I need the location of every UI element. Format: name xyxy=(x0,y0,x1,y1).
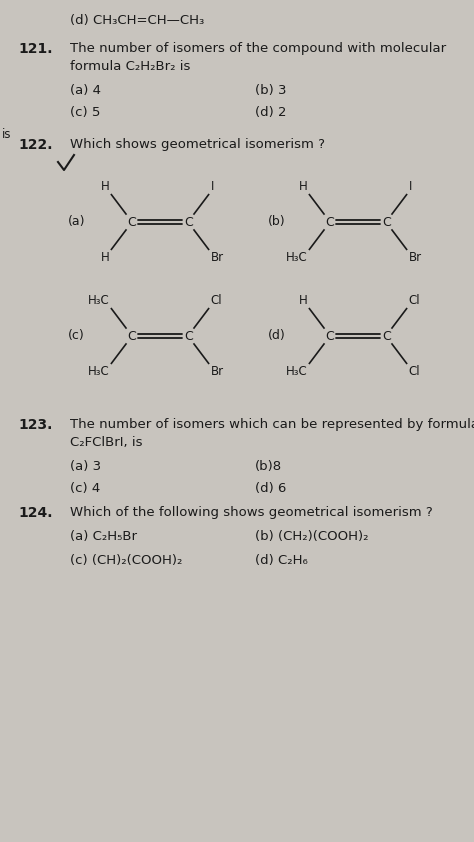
Text: (a): (a) xyxy=(68,216,85,228)
Text: (d): (d) xyxy=(268,329,286,343)
Text: C: C xyxy=(127,216,136,228)
Text: Br: Br xyxy=(409,252,422,264)
Text: (c): (c) xyxy=(68,329,85,343)
Text: (b) 3: (b) 3 xyxy=(255,84,286,97)
Text: (c) 4: (c) 4 xyxy=(70,482,100,495)
Text: (c) (CH)₂(COOH)₂: (c) (CH)₂(COOH)₂ xyxy=(70,554,182,567)
Text: Cl: Cl xyxy=(409,365,420,378)
Text: C: C xyxy=(325,216,334,228)
Text: Br: Br xyxy=(210,252,224,264)
Text: (c) 5: (c) 5 xyxy=(70,106,100,119)
Text: 122.: 122. xyxy=(18,138,53,152)
Text: Cl: Cl xyxy=(210,294,222,306)
Text: C₂FClBrI, is: C₂FClBrI, is xyxy=(70,436,143,449)
Text: I: I xyxy=(409,179,412,193)
Text: C: C xyxy=(184,216,193,228)
Text: H: H xyxy=(100,179,109,193)
Text: is: is xyxy=(2,128,11,141)
Text: 123.: 123. xyxy=(18,418,52,432)
Text: Which shows geometrical isomerism ?: Which shows geometrical isomerism ? xyxy=(70,138,325,151)
Text: (d) CH₃CH=CH—CH₃: (d) CH₃CH=CH—CH₃ xyxy=(70,14,204,27)
Text: (a) C₂H₅Br: (a) C₂H₅Br xyxy=(70,530,137,543)
Text: Which of the following shows geometrical isomerism ?: Which of the following shows geometrical… xyxy=(70,506,433,519)
Text: H₃C: H₃C xyxy=(286,252,308,264)
Text: I: I xyxy=(210,179,214,193)
Text: (d) 2: (d) 2 xyxy=(255,106,286,119)
Text: C: C xyxy=(325,329,334,343)
Text: C: C xyxy=(382,216,391,228)
Text: (b): (b) xyxy=(268,216,286,228)
Text: H: H xyxy=(299,294,308,306)
Text: (b)8: (b)8 xyxy=(255,460,282,473)
Text: The number of isomers of the compound with molecular: The number of isomers of the compound wi… xyxy=(70,42,446,55)
Text: Cl: Cl xyxy=(409,294,420,306)
Text: 121.: 121. xyxy=(18,42,53,56)
Text: 124.: 124. xyxy=(18,506,53,520)
Text: The number of isomers which can be represented by formula: The number of isomers which can be repre… xyxy=(70,418,474,431)
Text: H₃C: H₃C xyxy=(286,365,308,378)
Text: H₃C: H₃C xyxy=(88,365,109,378)
Text: H: H xyxy=(100,252,109,264)
Text: formula C₂H₂Br₂ is: formula C₂H₂Br₂ is xyxy=(70,60,191,73)
Text: (b) (CH₂)(COOH)₂: (b) (CH₂)(COOH)₂ xyxy=(255,530,368,543)
Text: C: C xyxy=(382,329,391,343)
Text: Br: Br xyxy=(210,365,224,378)
Text: (d) 6: (d) 6 xyxy=(255,482,286,495)
Text: (a) 4: (a) 4 xyxy=(70,84,101,97)
Text: H: H xyxy=(299,179,308,193)
Text: C: C xyxy=(184,329,193,343)
Text: (a) 3: (a) 3 xyxy=(70,460,101,473)
Text: (d) C₂H₆: (d) C₂H₆ xyxy=(255,554,308,567)
Text: C: C xyxy=(127,329,136,343)
Text: H₃C: H₃C xyxy=(88,294,109,306)
